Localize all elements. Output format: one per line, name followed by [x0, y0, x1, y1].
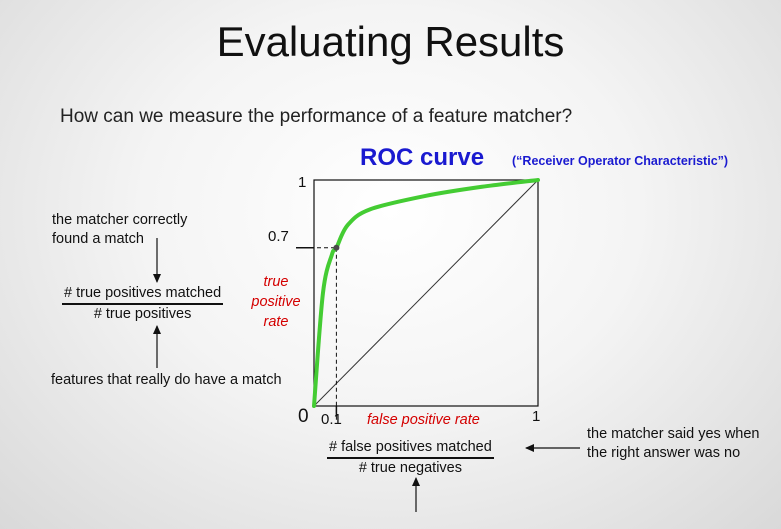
y-tick-label-0-7: 0.7	[268, 228, 289, 245]
roc-curve-line	[312, 178, 540, 408]
y-axis-label-line: rate	[263, 314, 289, 330]
note-line: the matcher correctly	[52, 212, 188, 228]
tpr-fraction: # true positives matched # true positive…	[62, 285, 224, 322]
note-line: found a match	[52, 231, 144, 247]
roc-highlight-point	[333, 244, 340, 251]
y-axis-label-line: positive	[251, 294, 301, 310]
chart-subtitle: (“Receiver Operator Characteristic”)	[512, 154, 729, 168]
x-tick-label-0: 0	[298, 406, 309, 427]
slide-title: Evaluating Results	[216, 18, 565, 65]
note-true-positives: features that really do have a match	[51, 372, 282, 388]
slide-question: How can we measure the performance of a …	[60, 106, 573, 127]
tpr-denominator: # true positives	[93, 306, 192, 322]
plot-frame	[313, 179, 539, 407]
y-axis-label-line: true	[263, 274, 289, 290]
x-tick-label-0-1: 0.1	[321, 411, 342, 428]
fpr-fraction: # false positives matched # true negativ…	[327, 439, 494, 476]
note-false-positive: the matcher said yes when the right answ…	[587, 425, 759, 463]
note-line: the matcher said yes when	[587, 426, 760, 442]
x-tick-label-1: 1	[532, 408, 541, 425]
tpr-numerator: # true positives matched	[62, 285, 224, 305]
fpr-numerator: # false positives matched	[327, 439, 494, 459]
y-axis-label: true positive rate	[246, 272, 306, 332]
note-correct-match: the matcher correctly found a match	[52, 211, 187, 249]
chart-title: ROC curve	[360, 144, 485, 171]
diagonal-line	[313, 179, 539, 407]
fpr-denominator: # true negatives	[358, 460, 462, 476]
y-tick-label-1: 1	[298, 174, 307, 191]
x-axis-label: false positive rate	[367, 412, 480, 428]
note-line: the right answer was no	[587, 445, 741, 461]
